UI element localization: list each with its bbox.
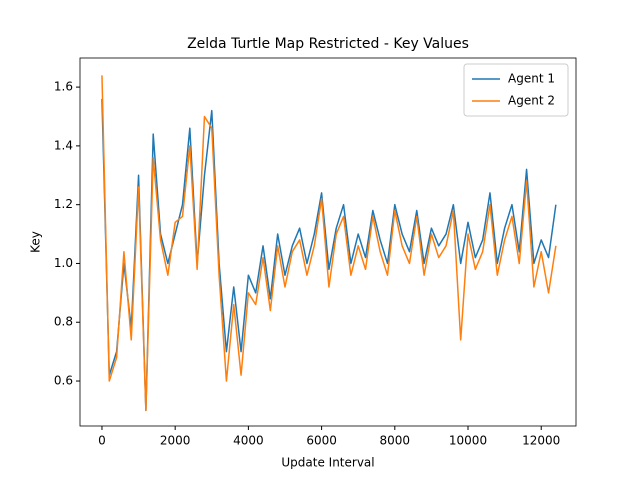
x-tick-label: 2000 — [160, 434, 191, 448]
legend-label: Agent 2 — [508, 94, 555, 108]
y-tick-label: 0.6 — [54, 374, 73, 388]
chart-title: Zelda Turtle Map Restricted - Key Values — [187, 36, 469, 52]
data-line — [101, 75, 557, 412]
legend-label: Agent 1 — [508, 72, 555, 86]
y-tick-label: 1.0 — [54, 256, 73, 270]
x-tick-label: 4000 — [233, 434, 264, 448]
x-tick-label: 10000 — [449, 434, 487, 448]
legend-box — [463, 63, 569, 117]
data-line — [101, 98, 557, 412]
x-tick-label: 6000 — [306, 434, 337, 448]
x-tick-label: 0 — [98, 434, 106, 448]
y-tick-label: 1.6 — [54, 80, 73, 94]
y-tick-label: 1.4 — [54, 138, 73, 152]
x-tick-label: 8000 — [380, 434, 411, 448]
y-tick-label: 1.2 — [54, 197, 73, 211]
y-tick-label: 0.8 — [54, 315, 73, 329]
x-tick-label: 12000 — [522, 434, 560, 448]
y-axis-label: Key — [29, 231, 43, 253]
plot-frame — [79, 57, 577, 427]
x-axis-label: Update Interval — [281, 456, 374, 470]
